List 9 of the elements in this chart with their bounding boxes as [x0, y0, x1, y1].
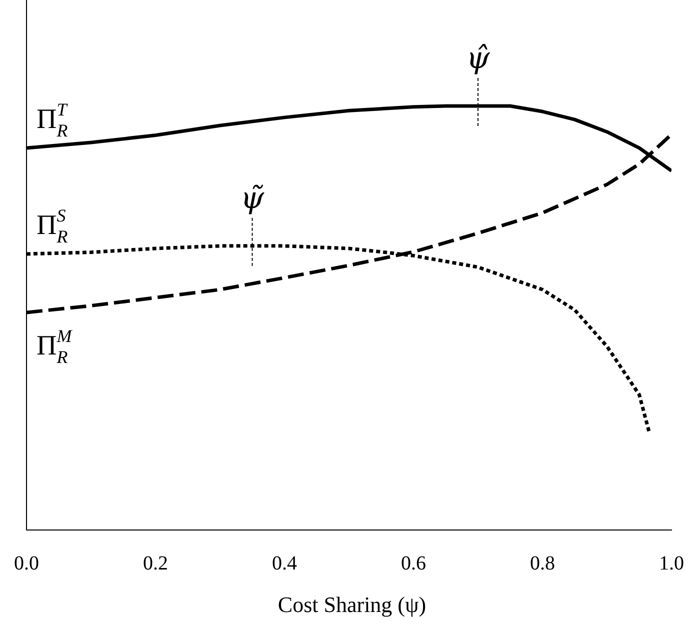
x-tick-label: 0.4	[272, 552, 297, 574]
x-tick-label: 1.0	[659, 552, 684, 574]
annotation: ψ̃	[240, 180, 264, 216]
annotation: ψ̂	[466, 41, 490, 76]
x-tick-label: 0.2	[143, 552, 168, 574]
x-tick-label: 0.0	[14, 552, 39, 574]
x-tick-label: 0.6	[401, 552, 426, 574]
x-axis-title: Cost Sharing (ψ)	[276, 592, 428, 618]
x-tick-label: 0.8	[530, 552, 555, 574]
